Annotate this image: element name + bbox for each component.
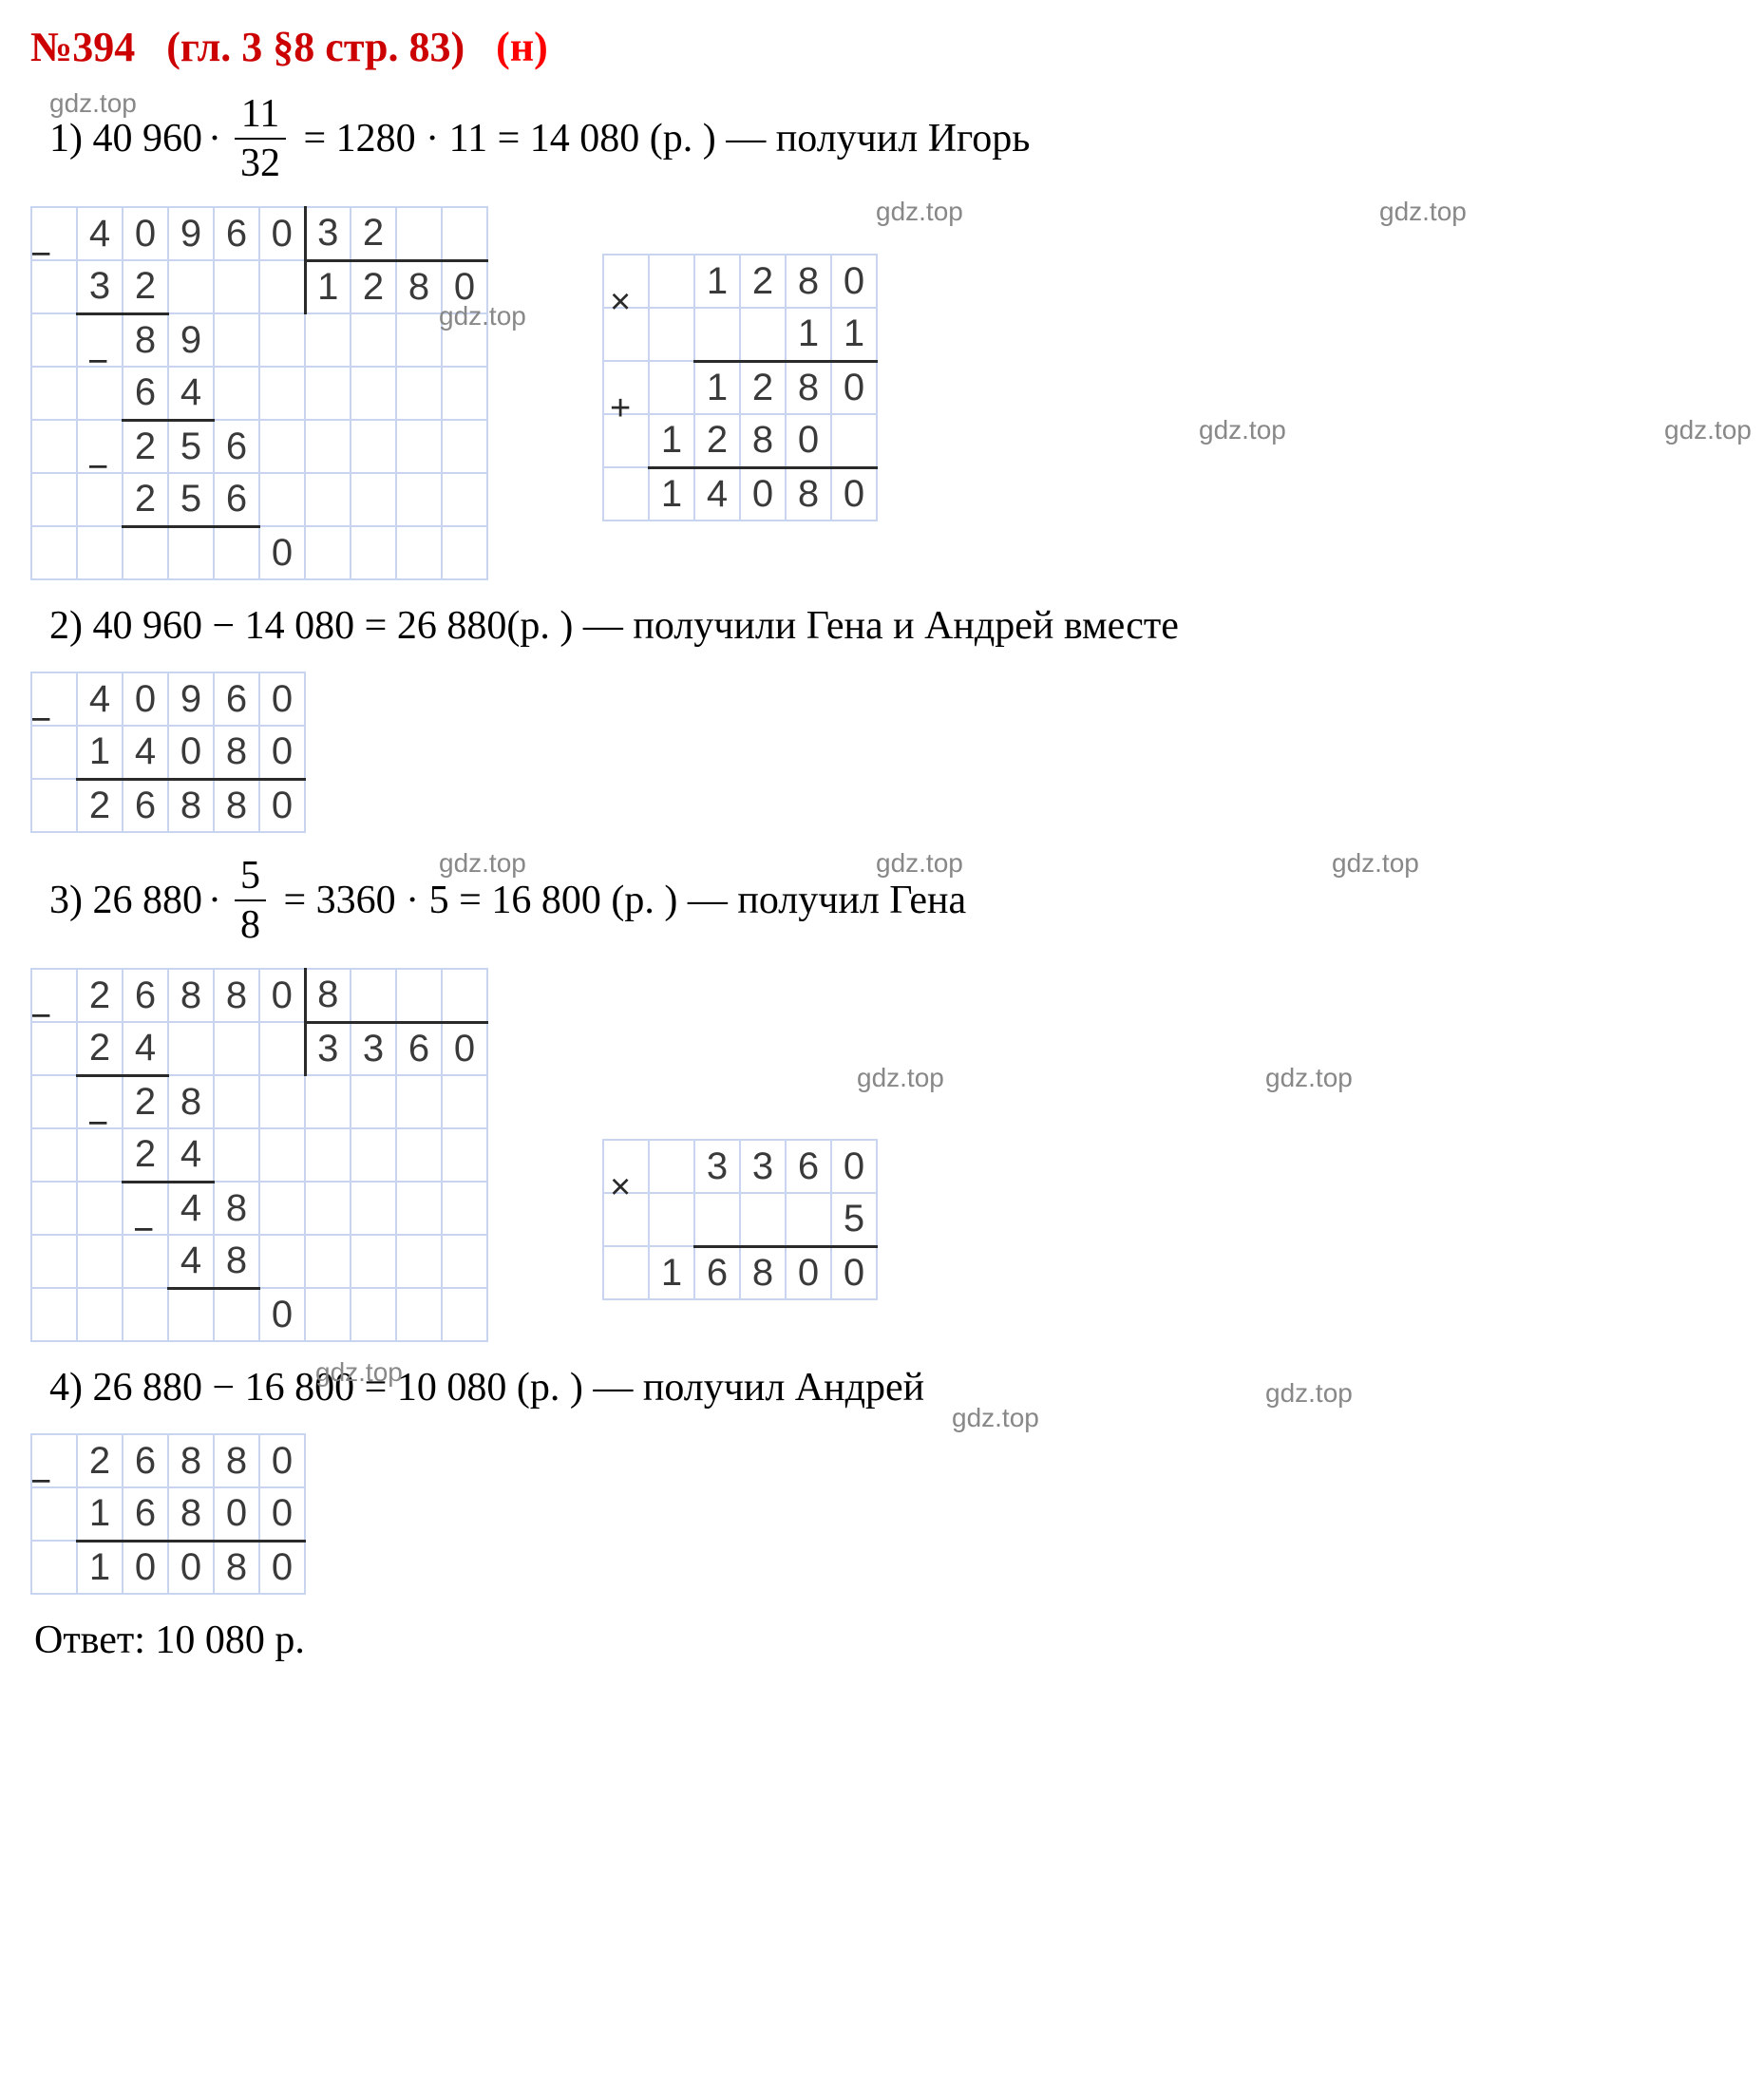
operator: · [208,878,221,923]
equation-part: = 1280 · 11 = 14 080 (р. ) — [304,116,767,161]
step-index: 4) [49,1365,83,1410]
problem-note: (н) [496,24,548,70]
final-answer: Ответ: 10 080 р. [34,1618,1734,1663]
step-explanation: получил Гена [737,878,966,923]
watermark: gdz.top [1664,415,1752,445]
equation-part: = 3360 · 5 = 16 800 (р. ) — [284,878,728,923]
step-index: 1) [49,116,83,161]
watermark: gdz.top [1379,197,1467,227]
fraction: 5 8 [235,856,266,945]
problem-ref: (гл. 3 §8 стр. 83) [166,24,465,70]
watermark: gdz.top [315,1357,403,1388]
operator: · [208,116,221,161]
subtraction-2: − 26880 16800 10080 [30,1433,306,1595]
watermark: gdz.top [1265,1378,1353,1409]
subtraction-1: − 40960 14080 26880 [30,672,306,833]
fraction-numerator: 11 [236,94,285,138]
step-2: 2) 40 960 − 14 080 = 26 880(р. ) — получ… [49,603,1734,649]
watermark: gdz.top [857,1063,944,1093]
multiplication-1: × 1280 11 + 1280 1280 14080 [602,254,878,521]
watermark: gdz.top [49,88,137,119]
problem-number: №394 [30,24,135,70]
step-explanation: получил Андрей [643,1365,924,1410]
work-row-4: − 26880 16800 10080 [30,1433,1734,1595]
long-division-2: − 26880 8 24 3360 − 28 24 − 48 48 0 [30,968,488,1342]
step-explanation: получили Гена и Андрей вместе [633,603,1179,649]
watermark: gdz.top [876,197,963,227]
fraction: 11 32 [235,94,286,183]
watermark: gdz.top [1332,848,1419,879]
operand: 26 880 [93,878,203,923]
watermark: gdz.top [952,1403,1039,1433]
fraction-denominator: 32 [235,138,286,183]
step-4: 4) 26 880 − 16 800 = 10 080 (р. ) — полу… [49,1365,1734,1410]
watermark: gdz.top [1199,415,1286,445]
watermark: gdz.top [439,848,526,879]
watermark: gdz.top [1265,1063,1353,1093]
watermark: gdz.top [876,848,963,879]
operand: 40 960 [93,116,203,161]
step-explanation: получил Игорь [776,116,1031,161]
step-index: 3) [49,878,83,923]
long-division-1: − 40960 32 32 1280 − 89 64 − 256 256 0 [30,206,488,580]
work-row-2: − 40960 14080 26880 [30,672,1734,833]
step-1: 1) 40 960 · 11 32 = 1280 · 11 = 14 080 (… [49,94,1734,183]
fraction-denominator: 8 [235,899,266,945]
work-row-3: gdz.top gdz.top − 26880 8 24 3360 − 28 2… [30,968,1734,1342]
equation-part: 40 960 − 14 080 = 26 880(р. ) — [93,603,623,649]
fraction-numerator: 5 [235,856,266,899]
multiplication-2: × 3360 5 16800 [602,1139,878,1300]
problem-header: №394 (гл. 3 §8 стр. 83) (н) [30,23,1734,71]
step-index: 2) [49,603,83,649]
work-row-1: gdz.top gdz.top gdz.top gdz.top gdz.top … [30,206,1734,580]
